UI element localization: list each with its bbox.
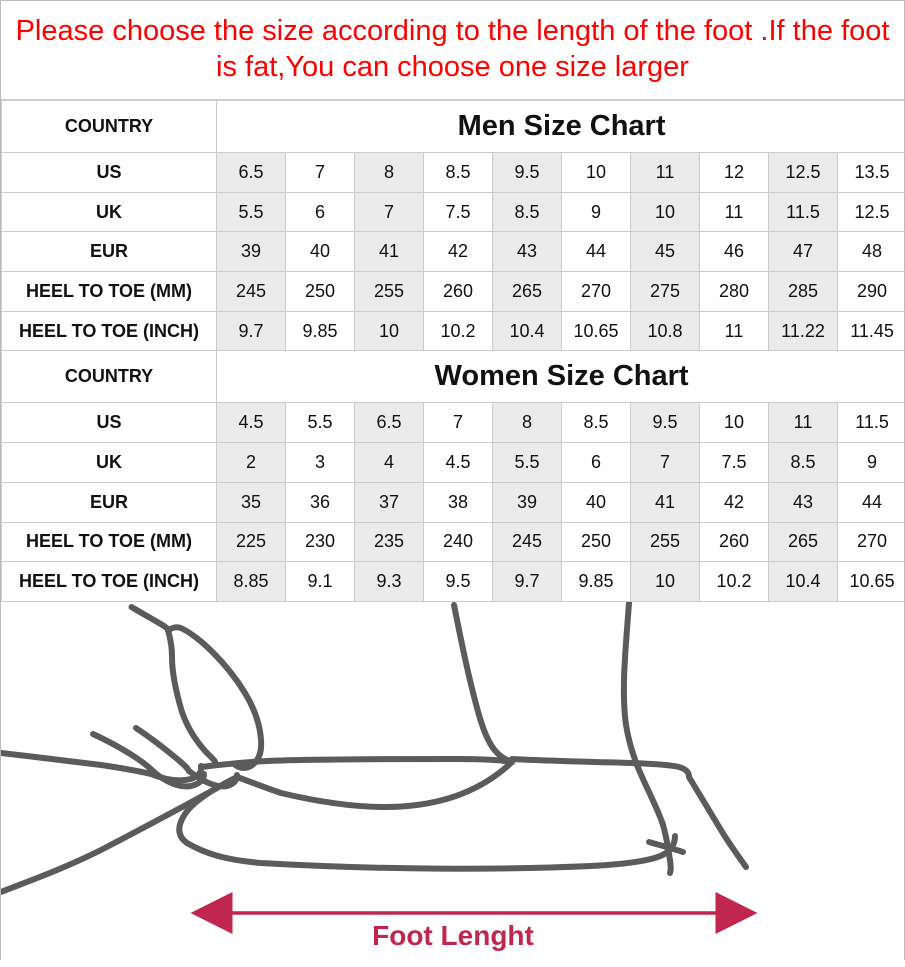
svg-text:Foot Lenght: Foot Lenght [372,920,534,951]
